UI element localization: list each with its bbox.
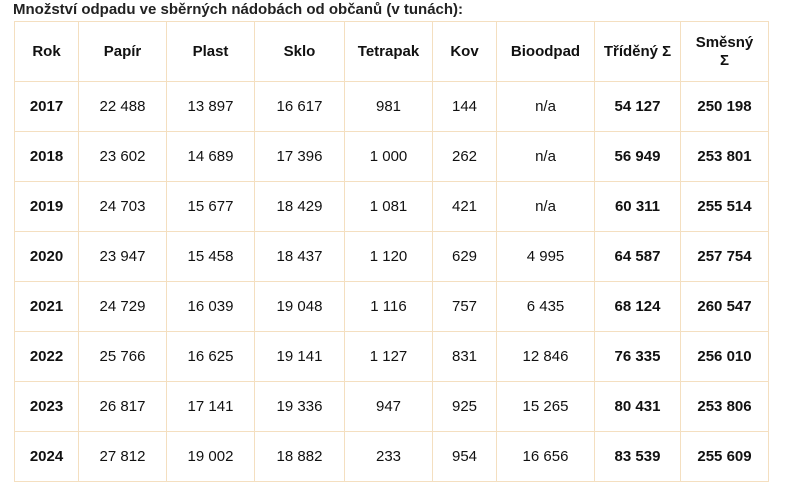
cell-metal: 144 bbox=[432, 81, 497, 132]
table-caption: Množství odpadu ve sběrných nádobách od … bbox=[13, 1, 464, 18]
cell-biowaste: 6 435 bbox=[496, 281, 595, 332]
header-mixed-total: Směsný Σ bbox=[680, 21, 769, 82]
header-glass: Sklo bbox=[254, 21, 345, 82]
cell-year: 2022 bbox=[14, 331, 79, 382]
header-tetrapak: Tetrapak bbox=[344, 21, 433, 82]
cell-biowaste: 12 846 bbox=[496, 331, 595, 382]
waste-table: Rok Papír Plast Sklo Tetrapak Kov Bioodp… bbox=[14, 21, 769, 482]
table-row: 2023 26 817 17 141 19 336 947 925 15 265 80 431… bbox=[14, 381, 769, 432]
cell-biowaste: 16 656 bbox=[496, 431, 595, 482]
table-row: 2019 24 703 15 677 18 429 1 081 421 n/a 60 311 2… bbox=[14, 181, 769, 232]
cell-tetrapak: 1 116 bbox=[344, 281, 433, 332]
cell-plastic: 14 689 bbox=[166, 131, 255, 182]
cell-tetrapak: 1 081 bbox=[344, 181, 433, 232]
cell-mixed-total: 250 198 bbox=[680, 81, 769, 132]
cell-mixed-total: 260 547 bbox=[680, 281, 769, 332]
cell-sorted-total: 83 539 bbox=[594, 431, 681, 482]
cell-paper: 26 817 bbox=[78, 381, 167, 432]
cell-plastic: 19 002 bbox=[166, 431, 255, 482]
cell-paper: 27 812 bbox=[78, 431, 167, 482]
cell-tetrapak: 947 bbox=[344, 381, 433, 432]
cell-metal: 262 bbox=[432, 131, 497, 182]
cell-glass: 18 882 bbox=[254, 431, 345, 482]
cell-tetrapak: 1 127 bbox=[344, 331, 433, 382]
cell-year: 2018 bbox=[14, 131, 79, 182]
header-metal: Kov bbox=[432, 21, 497, 82]
header-plastic: Plast bbox=[166, 21, 255, 82]
cell-metal: 925 bbox=[432, 381, 497, 432]
table-row: 2022 25 766 16 625 19 141 1 127 831 12 846 76 3… bbox=[14, 331, 769, 382]
cell-paper: 23 602 bbox=[78, 131, 167, 182]
cell-metal: 757 bbox=[432, 281, 497, 332]
cell-metal: 629 bbox=[432, 231, 497, 282]
cell-plastic: 17 141 bbox=[166, 381, 255, 432]
cell-tetrapak: 1 000 bbox=[344, 131, 433, 182]
cell-biowaste: n/a bbox=[496, 81, 595, 132]
table-row: 2017 22 488 13 897 16 617 981 144 n/a 54 127 250… bbox=[14, 81, 769, 132]
cell-paper: 23 947 bbox=[78, 231, 167, 282]
cell-metal: 954 bbox=[432, 431, 497, 482]
cell-mixed-total: 257 754 bbox=[680, 231, 769, 282]
cell-paper: 25 766 bbox=[78, 331, 167, 382]
table-row: 2018 23 602 14 689 17 396 1 000 262 n/a 56 949 2… bbox=[14, 131, 769, 182]
cell-glass: 18 429 bbox=[254, 181, 345, 232]
cell-mixed-total: 256 010 bbox=[680, 331, 769, 382]
table-row: 2020 23 947 15 458 18 437 1 120 629 4 995 64 58… bbox=[14, 231, 769, 282]
cell-paper: 24 703 bbox=[78, 181, 167, 232]
cell-plastic: 13 897 bbox=[166, 81, 255, 132]
header-biowaste: Bioodpad bbox=[496, 21, 595, 82]
cell-glass: 19 048 bbox=[254, 281, 345, 332]
cell-mixed-total: 255 609 bbox=[680, 431, 769, 482]
cell-metal: 421 bbox=[432, 181, 497, 232]
cell-plastic: 16 625 bbox=[166, 331, 255, 382]
cell-glass: 16 617 bbox=[254, 81, 345, 132]
cell-mixed-total: 255 514 bbox=[680, 181, 769, 232]
cell-biowaste: n/a bbox=[496, 131, 595, 182]
cell-year: 2023 bbox=[14, 381, 79, 432]
cell-tetrapak: 1 120 bbox=[344, 231, 433, 282]
cell-glass: 19 141 bbox=[254, 331, 345, 382]
cell-year: 2021 bbox=[14, 281, 79, 332]
cell-year: 2017 bbox=[14, 81, 79, 132]
cell-tetrapak: 233 bbox=[344, 431, 433, 482]
header-paper: Papír bbox=[78, 21, 167, 82]
cell-sorted-total: 60 311 bbox=[594, 181, 681, 232]
cell-sorted-total: 68 124 bbox=[594, 281, 681, 332]
cell-mixed-total: 253 806 bbox=[680, 381, 769, 432]
header-sorted-total: Tříděný Σ bbox=[594, 21, 681, 82]
cell-sorted-total: 54 127 bbox=[594, 81, 681, 132]
header-year: Rok bbox=[14, 21, 79, 82]
cell-sorted-total: 56 949 bbox=[594, 131, 681, 182]
cell-plastic: 16 039 bbox=[166, 281, 255, 332]
cell-biowaste: 4 995 bbox=[496, 231, 595, 282]
cell-metal: 831 bbox=[432, 331, 497, 382]
cell-sorted-total: 64 587 bbox=[594, 231, 681, 282]
cell-year: 2019 bbox=[14, 181, 79, 232]
cell-year: 2020 bbox=[14, 231, 79, 282]
cell-biowaste: 15 265 bbox=[496, 381, 595, 432]
cell-glass: 19 336 bbox=[254, 381, 345, 432]
cell-glass: 17 396 bbox=[254, 131, 345, 182]
cell-plastic: 15 677 bbox=[166, 181, 255, 232]
cell-mixed-total: 253 801 bbox=[680, 131, 769, 182]
cell-sorted-total: 80 431 bbox=[594, 381, 681, 432]
cell-biowaste: n/a bbox=[496, 181, 595, 232]
cell-tetrapak: 981 bbox=[344, 81, 433, 132]
cell-paper: 24 729 bbox=[78, 281, 167, 332]
table-row: 2021 24 729 16 039 19 048 1 116 757 6 435 68 12… bbox=[14, 281, 769, 332]
table-header-row: Rok Papír Plast Sklo Tetrapak Kov Bioodp… bbox=[14, 21, 769, 82]
cell-sorted-total: 76 335 bbox=[594, 331, 681, 382]
cell-glass: 18 437 bbox=[254, 231, 345, 282]
cell-plastic: 15 458 bbox=[166, 231, 255, 282]
cell-year: 2024 bbox=[14, 431, 79, 482]
table-row: 2024 27 812 19 002 18 882 233 954 16 656 83 539… bbox=[14, 431, 769, 482]
cell-paper: 22 488 bbox=[78, 81, 167, 132]
